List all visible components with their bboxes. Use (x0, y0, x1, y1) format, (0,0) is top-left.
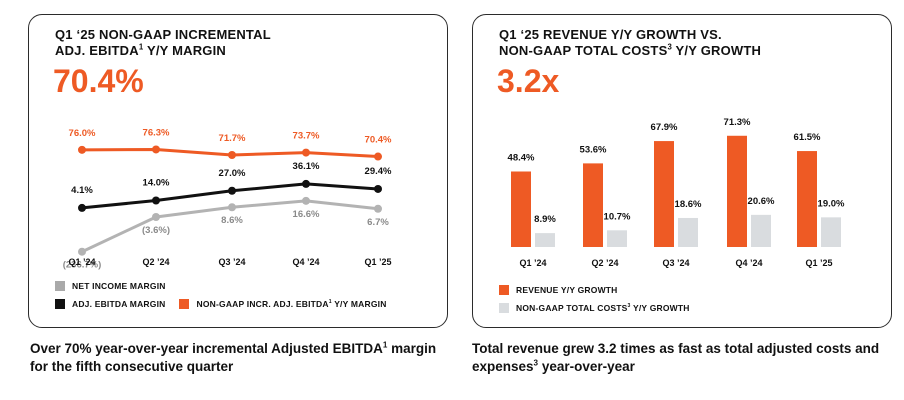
title-line-1: Q1 ‘25 REVENUE Y/Y GROWTH VS. (499, 27, 722, 42)
headline-value: 70.4% (53, 63, 144, 99)
x-tick-label: Q3 ’24 (218, 257, 245, 267)
legend-item-incr-margin: NON-GAAP INCR. ADJ. EBITDA1 Y/Y MARGIN (179, 299, 386, 309)
legend-item-net-income: NET INCOME MARGIN (55, 281, 166, 291)
incremental-margin-card: Q1 ‘25 NON-GAAP INCREMENTAL ADJ. EBITDA1… (28, 14, 448, 328)
data-point (374, 204, 382, 213)
bar (751, 214, 771, 247)
data-label: 16.6% (293, 209, 320, 220)
data-point (152, 196, 160, 205)
bar (583, 163, 603, 247)
growth-bar-chart: 48.4% 8.9% Q1 ’24 53.6% 10.7% Q2 ’24 67.9% 18.6… (508, 117, 845, 268)
data-label: 20.6% (748, 196, 775, 207)
data-label: 61.5% (794, 132, 821, 143)
card-title: Q1 ‘25 REVENUE Y/Y GROWTH VS. NON-GAAP T… (499, 27, 761, 59)
bar (727, 135, 747, 247)
x-tick-label: Q1 ’25 (364, 257, 391, 267)
data-label: 4.1% (71, 185, 93, 196)
data-point (302, 179, 310, 188)
legend-item-revenue: REVENUE Y/Y GROWTH (499, 285, 618, 295)
data-label: 14.0% (143, 178, 170, 189)
data-point (302, 196, 310, 205)
x-tick-label: Q4 ’24 (292, 257, 319, 267)
data-label: 76.3% (143, 127, 170, 138)
data-label: 6.7% (367, 217, 389, 228)
bar (511, 171, 531, 247)
bar (678, 217, 698, 247)
data-label: 76.0% (69, 128, 96, 139)
right-caption: Total revenue grew 3.2 times as fast as … (472, 341, 880, 374)
data-point (78, 203, 86, 212)
legend-swatch (55, 281, 65, 291)
data-label: 10.7% (604, 211, 631, 222)
data-label: 29.4% (365, 166, 392, 177)
left-caption: Over 70% year-over-year incremental Adju… (30, 340, 437, 374)
data-label: 8.9% (534, 214, 556, 225)
data-label: 36.1% (293, 161, 320, 172)
data-point (228, 203, 236, 212)
margin-line-chart: 76.0% 76.3% 71.7% 73.7% 70.4% 4.1% 14.0% 27.0% 3… (63, 127, 392, 271)
data-label: 67.9% (651, 122, 678, 133)
legend-item-adj-ebitda: ADJ. EBITDA MARGIN (55, 299, 165, 309)
legend-swatch (499, 303, 509, 313)
x-tick-label: Q2 ’24 (142, 257, 169, 267)
legend-swatch (499, 285, 509, 295)
data-point (78, 145, 86, 154)
legend-swatch (179, 299, 190, 309)
data-label: (236.7%) (63, 260, 102, 271)
data-label: 70.4% (365, 135, 392, 146)
bar (607, 230, 627, 247)
growth-comparison-card: Q1 ‘25 REVENUE Y/Y GROWTH VS. NON-GAAP T… (472, 14, 892, 328)
legend-item-costs: NON-GAAP TOTAL COSTS3 Y/Y GROWTH (499, 303, 690, 313)
data-label: 19.0% (818, 198, 845, 209)
data-label: 27.0% (219, 168, 246, 179)
data-label: (3.6%) (142, 225, 170, 236)
data-label: 53.6% (580, 144, 607, 155)
x-tick-label: Q2 ’24 (591, 258, 618, 268)
chart-legend: NET INCOME MARGIN ADJ. EBITDA MARGIN NON… (55, 277, 401, 313)
data-label: 73.7% (293, 131, 320, 142)
data-point (152, 145, 160, 154)
data-point (152, 213, 160, 221)
x-tick-label: Q1 ’24 (519, 258, 546, 268)
x-tick-label: Q4 ’24 (735, 258, 762, 268)
data-label: 71.7% (219, 133, 246, 144)
bar (797, 151, 817, 247)
title-line-1: Q1 ‘25 NON-GAAP INCREMENTAL (55, 27, 271, 42)
bar (535, 233, 555, 247)
data-point (302, 148, 310, 157)
data-point (374, 152, 382, 161)
data-point (228, 151, 236, 159)
data-point (78, 247, 86, 256)
x-tick-label: Q3 ’24 (662, 258, 689, 268)
card-title: Q1 ‘25 NON-GAAP INCREMENTAL ADJ. EBITDA1… (55, 27, 271, 59)
data-label: 18.6% (675, 199, 702, 210)
bar (821, 217, 841, 247)
title-line-2: NON-GAAP TOTAL COSTS3 Y/Y GROWTH (499, 42, 762, 58)
data-label: 8.6% (221, 215, 243, 226)
chart-legend: REVENUE Y/Y GROWTH NON-GAAP TOTAL COSTS3… (499, 281, 704, 317)
headline-value: 3.2x (497, 63, 560, 99)
data-point (228, 186, 236, 195)
data-point (374, 184, 382, 193)
x-tick-label: Q1 ’24 (68, 257, 95, 267)
bar (654, 141, 674, 247)
title-line-2: ADJ. EBITDA1 Y/Y MARGIN (55, 42, 226, 58)
data-label: 48.4% (508, 152, 535, 163)
legend-swatch (55, 299, 65, 309)
data-label: 71.3% (724, 117, 751, 128)
x-tick-label: Q1 ’25 (805, 258, 832, 268)
